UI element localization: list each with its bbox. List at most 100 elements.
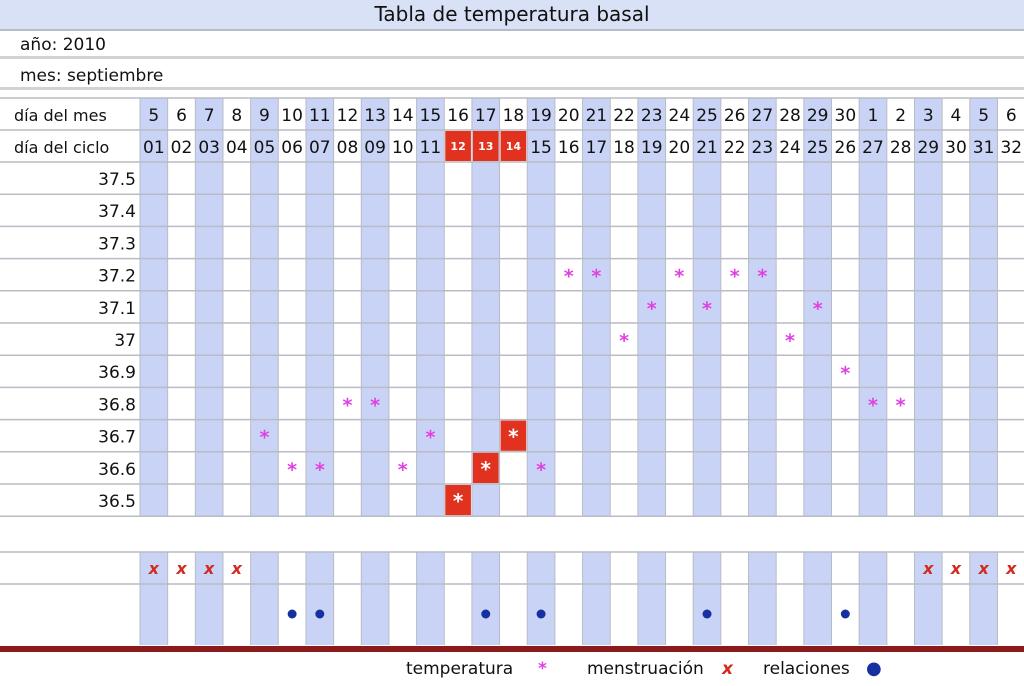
day-of-cycle-label: 18 <box>613 138 635 158</box>
legend-relations-label: relaciones <box>763 659 850 679</box>
day-of-cycle-label: 24 <box>779 138 801 158</box>
day-of-cycle-label: 21 <box>696 138 718 158</box>
day-of-cycle-label: 30 <box>945 138 967 158</box>
fertile-temperature-cell <box>500 420 527 451</box>
temperature-point: * <box>896 395 906 417</box>
menstruation-mark: x <box>977 559 989 578</box>
day-of-month-label: 11 <box>309 106 331 126</box>
column-shade <box>803 552 832 645</box>
column-shade <box>914 552 943 645</box>
day-of-month-label: 6 <box>1006 106 1017 126</box>
legend: temperatura * menstruación x relaciones … <box>0 652 1024 684</box>
temperature-tick-label: 36.5 <box>98 492 136 512</box>
menstruation-mark: x <box>148 559 160 578</box>
column-shade <box>305 552 334 645</box>
day-of-month-label: 25 <box>696 106 718 126</box>
column-shade <box>140 552 168 645</box>
column-shade <box>803 98 832 517</box>
temperature-point: * <box>481 457 492 481</box>
day-of-month-label: 13 <box>364 106 386 126</box>
fertile-day-marker <box>472 131 499 161</box>
day-of-month-label: 23 <box>641 106 663 126</box>
day-of-cycle-label: 13 <box>478 140 493 153</box>
temperature-tick-label: 37 <box>114 331 136 351</box>
column-shade <box>140 98 168 517</box>
day-of-month-label: 2 <box>895 106 906 126</box>
day-of-cycle-label: 27 <box>862 138 884 158</box>
temperature-point: * <box>785 330 795 352</box>
column-shade <box>361 552 389 645</box>
legend-temperature-icon: * <box>538 659 547 679</box>
day-of-month-label: 10 <box>281 106 303 126</box>
day-of-month-label: 19 <box>530 106 552 126</box>
day-of-month-label: 16 <box>447 106 469 126</box>
menstruation-mark: x <box>950 559 962 578</box>
day-of-month-label: 28 <box>779 106 801 126</box>
day-of-cycle-label: 29 <box>917 138 939 158</box>
legend-temperature-label: temperatura <box>406 659 514 679</box>
temperature-point: * <box>730 266 740 288</box>
relations-mark <box>536 609 546 619</box>
day-of-cycle-label: 16 <box>558 138 580 158</box>
column-shade <box>361 98 389 517</box>
column-shade <box>637 98 666 517</box>
day-of-month-label: 22 <box>613 106 635 126</box>
year-label: año: 2010 <box>0 31 1024 59</box>
relations-mark <box>315 609 325 619</box>
temperature-point: * <box>591 266 601 288</box>
day-of-cycle-label: 32 <box>1000 138 1022 158</box>
day-of-month-label: 7 <box>204 106 215 126</box>
month-label: mes: septiembre <box>0 62 1024 90</box>
temperature-tick-label: 36.7 <box>98 428 136 448</box>
day-of-month-label: 9 <box>259 106 270 126</box>
day-of-cycle-label: 09 <box>364 138 386 158</box>
day-of-month-label: 8 <box>231 106 242 126</box>
temperature-point: * <box>425 427 435 449</box>
chart-title: Tabla de temperatura basal <box>0 0 1024 31</box>
day-of-cycle-label: 31 <box>973 138 995 158</box>
menstruation-mark: x <box>231 559 243 578</box>
column-shade <box>748 552 777 645</box>
relations-mark <box>840 609 850 619</box>
temperature-point: * <box>342 395 352 417</box>
day-of-cycle-label: 01 <box>143 138 165 158</box>
day-of-month-label: 20 <box>558 106 580 126</box>
fertile-temperature-cell <box>445 485 471 516</box>
day-of-month-label: 5 <box>978 106 989 126</box>
day-of-cycle-label: 06 <box>281 138 303 158</box>
day-of-cycle-label: 20 <box>669 138 691 158</box>
day-of-month-label: 30 <box>835 106 857 126</box>
day-of-cycle-label: 04 <box>226 138 248 158</box>
column-shade <box>250 98 279 517</box>
day-of-cycle-label: 07 <box>309 138 331 158</box>
temperature-point: * <box>702 298 712 320</box>
temperature-point: * <box>508 425 519 449</box>
temperature-point: * <box>674 266 684 288</box>
temperature-point: * <box>287 459 297 481</box>
legend-menstruation-icon: x <box>722 659 733 679</box>
basal-temperature-chart: día del mes día del ciclo 37.5 37.4 37.3 37.2… <box>0 97 1024 652</box>
menstruation-mark: x <box>1005 559 1017 578</box>
temperature-tick-label: 36.9 <box>98 363 136 383</box>
temperature-tick-label: 37.2 <box>98 267 136 287</box>
day-of-cycle-label: 03 <box>198 138 220 158</box>
column-shade <box>250 552 279 645</box>
column-shade <box>637 552 666 645</box>
temperature-point: * <box>619 330 629 352</box>
day-of-cycle-label: 10 <box>392 138 414 158</box>
column-shade <box>527 552 555 645</box>
column-shade <box>416 552 445 645</box>
temperature-tick-label: 36.8 <box>98 395 136 415</box>
temperature-point: * <box>536 459 546 481</box>
column-shade <box>195 98 223 517</box>
column-shade <box>582 552 611 645</box>
day-of-cycle-label: 12 <box>450 140 465 153</box>
day-of-month-label: 17 <box>475 106 497 126</box>
column-shade <box>471 98 500 517</box>
day-of-month-label: 3 <box>923 106 934 126</box>
column-shade <box>305 98 334 517</box>
day-of-cycle-label: 22 <box>724 138 746 158</box>
relations-mark <box>702 609 712 619</box>
day-of-month-label: 6 <box>176 106 187 126</box>
temperature-tick-label: 37.5 <box>98 170 136 190</box>
